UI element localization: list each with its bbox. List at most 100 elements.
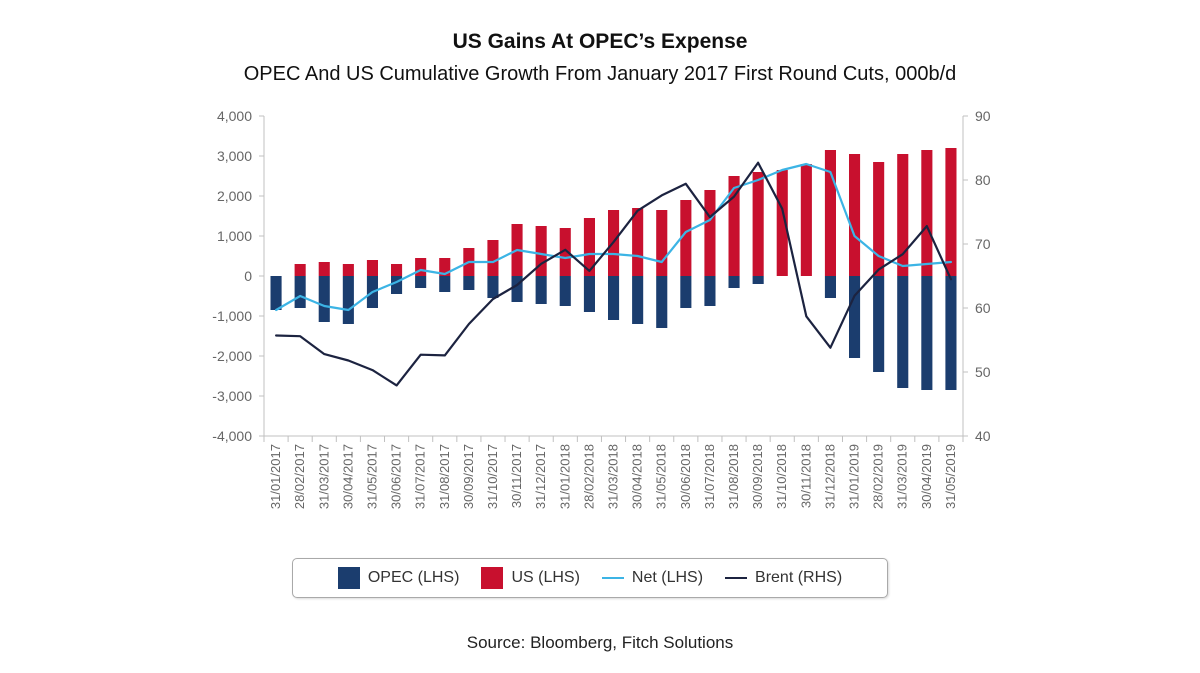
bar-opec-2 bbox=[318, 276, 330, 322]
source-note: Source: Bloomberg, Fitch Solutions bbox=[466, 633, 734, 652]
bar-opec-5 bbox=[391, 276, 403, 294]
x-tick-label-21: 31/10/2018 bbox=[774, 444, 789, 509]
x-tick-label-20: 30/09/2018 bbox=[750, 444, 765, 509]
y-left-tick-label-4: 0 bbox=[244, 268, 252, 284]
bar-opec-8 bbox=[463, 276, 475, 290]
bar-opec-18 bbox=[704, 276, 716, 306]
x-tick-label-12: 31/01/2018 bbox=[557, 444, 572, 509]
bar-opec-12 bbox=[559, 276, 571, 306]
y-left-tick-label-6: -2,000 bbox=[212, 348, 252, 364]
x-tick-label-11: 31/12/2017 bbox=[533, 444, 548, 509]
bar-opec-23 bbox=[824, 276, 836, 298]
legend-item-us[interactable]: US (LHS) bbox=[481, 567, 580, 589]
bar-opec-17 bbox=[680, 276, 692, 308]
bar-us-22 bbox=[800, 164, 812, 276]
legend-swatch-opec bbox=[337, 567, 360, 589]
bar-opec-9 bbox=[487, 276, 499, 298]
y-left-tick-label-3: 1,000 bbox=[217, 228, 252, 244]
y-right-tick-label-1: 80 bbox=[975, 172, 991, 188]
legend-swatch-us bbox=[481, 567, 504, 589]
axes-layer bbox=[259, 115, 968, 442]
bar-opec-14 bbox=[608, 276, 620, 320]
bar-us-15 bbox=[632, 208, 644, 276]
bar-us-4 bbox=[366, 260, 378, 276]
x-tick-label-13: 28/02/2018 bbox=[581, 444, 596, 509]
legend-item-net[interactable]: Net (LHS) bbox=[601, 569, 703, 587]
bar-opec-3 bbox=[342, 276, 354, 324]
legend: OPEC (LHS) US (LHS) Net (LHS) Brent (RHS… bbox=[292, 558, 888, 598]
y-left-tick-label-1: 3,000 bbox=[217, 148, 252, 164]
bar-us-24 bbox=[849, 154, 861, 276]
bar-us-7 bbox=[439, 258, 451, 276]
bar-opec-7 bbox=[439, 276, 451, 292]
x-tick-label-23: 31/12/2018 bbox=[822, 444, 837, 509]
chart-title: US Gains At OPEC’s Expense bbox=[452, 30, 748, 53]
legend-item-opec[interactable]: OPEC (LHS) bbox=[337, 567, 459, 589]
lines-layer bbox=[275, 161, 953, 387]
bar-us-2 bbox=[318, 262, 330, 276]
bar-opec-24 bbox=[849, 276, 861, 358]
bar-opec-26 bbox=[897, 276, 909, 388]
bar-us-13 bbox=[583, 218, 595, 276]
x-tick-label-1: 28/02/2017 bbox=[292, 444, 307, 509]
x-tick-label-14: 31/03/2018 bbox=[606, 444, 621, 509]
bar-opec-20 bbox=[752, 276, 764, 284]
x-tick-label-8: 30/09/2017 bbox=[461, 444, 476, 509]
legend-swatch-brent bbox=[725, 577, 748, 579]
y-left-tick-label-5: -1,000 bbox=[212, 308, 252, 324]
x-tick-label-6: 31/07/2017 bbox=[413, 444, 428, 509]
bar-us-27 bbox=[921, 150, 933, 276]
y-right-tick-label-4: 50 bbox=[975, 364, 991, 380]
ticks-layer: 4,000 3,000 2,000 1,000 0 -1,000 -2,000 -3,000 -… bbox=[212, 108, 990, 509]
y-right-tick-label-3: 60 bbox=[975, 300, 991, 316]
bar-opec-16 bbox=[656, 276, 668, 328]
x-tick-label-18: 31/07/2018 bbox=[702, 444, 717, 509]
x-tick-label-7: 31/08/2017 bbox=[437, 444, 452, 509]
bar-us-21 bbox=[776, 170, 788, 276]
bar-us-16 bbox=[656, 210, 668, 276]
bar-us-26 bbox=[897, 154, 909, 276]
bar-opec-13 bbox=[583, 276, 595, 312]
bar-us-9 bbox=[487, 240, 499, 276]
line-brent bbox=[275, 161, 953, 387]
bar-opec-10 bbox=[511, 276, 523, 302]
bar-opec-15 bbox=[632, 276, 644, 324]
y-left-tick-label-7: -3,000 bbox=[212, 388, 252, 404]
bar-opec-28 bbox=[945, 276, 957, 390]
legend-label-brent: Brent (RHS) bbox=[755, 569, 843, 586]
x-tick-label-25: 28/02/2019 bbox=[871, 444, 886, 509]
bar-us-20 bbox=[752, 172, 764, 276]
legend-item-brent[interactable]: Brent (RHS) bbox=[725, 569, 842, 587]
bar-us-12 bbox=[559, 228, 571, 276]
bar-opec-0 bbox=[270, 276, 282, 310]
x-tick-label-26: 31/03/2019 bbox=[895, 444, 910, 509]
bar-us-23 bbox=[824, 150, 836, 276]
bar-us-25 bbox=[873, 162, 885, 276]
x-tick-label-16: 31/05/2018 bbox=[654, 444, 669, 509]
x-tick-label-22: 30/11/2018 bbox=[798, 444, 813, 508]
x-tick-label-28: 31/05/2019 bbox=[943, 444, 958, 509]
line-net bbox=[275, 162, 953, 312]
bar-us-11 bbox=[535, 226, 547, 276]
y-left-tick-label-8: -4,000 bbox=[212, 428, 252, 444]
bar-opec-19 bbox=[728, 276, 740, 288]
x-tick-label-3: 30/04/2017 bbox=[340, 444, 355, 509]
bar-opec-1 bbox=[294, 276, 306, 308]
bar-us-19 bbox=[728, 176, 740, 276]
y-left-tick-label-0: 4,000 bbox=[217, 108, 252, 124]
y-right-tick-label-2: 70 bbox=[975, 236, 991, 252]
x-tick-label-4: 31/05/2017 bbox=[365, 444, 380, 509]
bar-us-28 bbox=[945, 148, 957, 276]
bar-us-6 bbox=[415, 258, 427, 276]
legend-label-us: US (LHS) bbox=[511, 569, 580, 586]
bar-us-18 bbox=[704, 190, 716, 276]
x-tick-label-9: 31/10/2017 bbox=[485, 444, 500, 509]
bars-layer bbox=[270, 148, 957, 390]
x-tick-label-15: 30/04/2018 bbox=[630, 444, 645, 509]
x-tick-label-27: 30/04/2019 bbox=[919, 444, 934, 509]
legend-swatch-net bbox=[601, 577, 624, 579]
x-tick-label-0: 31/01/2017 bbox=[268, 444, 283, 509]
x-tick-label-17: 30/06/2018 bbox=[678, 444, 693, 509]
x-tick-label-24: 31/01/2019 bbox=[847, 444, 862, 509]
bar-opec-25 bbox=[873, 276, 885, 372]
